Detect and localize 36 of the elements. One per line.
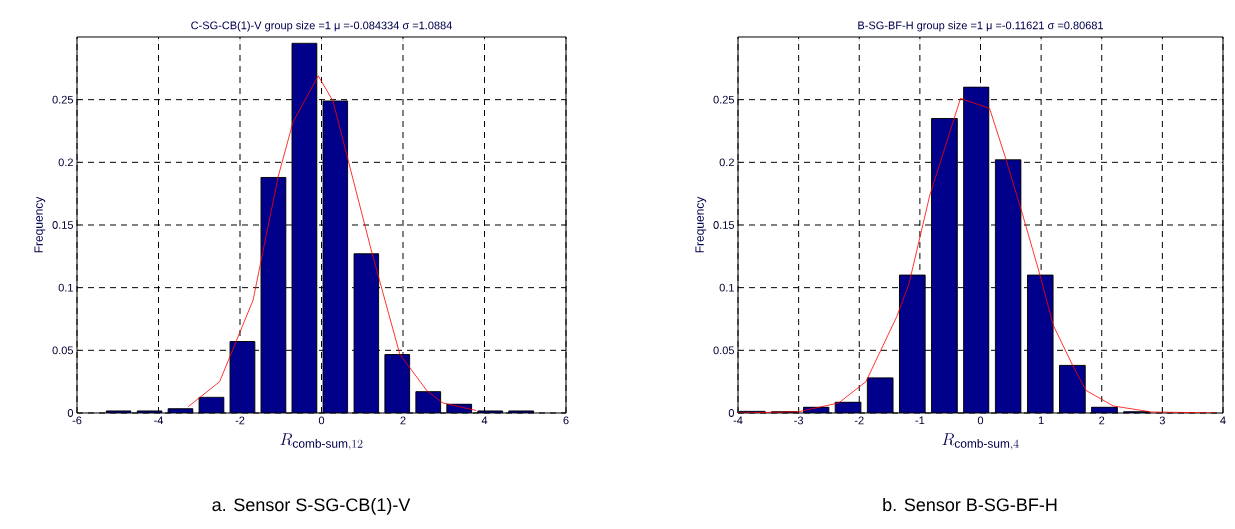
y-tick-label: 0 [728,409,735,417]
y-tick-label: 0 [67,409,74,417]
x-tick-label: 4 [1220,416,1226,425]
y-tick-label: 0.15 [713,221,734,229]
x-tick-label: 0 [318,416,325,425]
x-tick-label: -4 [154,416,164,425]
text: b. Sensor B-SG-BF-H [883,497,1057,512]
x-axis-title: $R_{\text{comb-sum},4}$ [942,433,1019,450]
x-tick-label: 2 [400,416,406,425]
x-tick-label: 3 [1159,416,1165,425]
x-tick-label: 0 [977,416,984,425]
y-tick-label: 0.1 [719,283,734,292]
x-tick-label: -2 [235,416,245,425]
y-tick-label: 0.25 [52,95,73,104]
y-axis-title: Frequency [34,196,46,253]
x-tick-label: 4 [481,416,488,425]
chart-title: B-SG-BF-H group size =1 μ =-0.11621 σ =0.80681 [858,21,1104,32]
y-tick-label: 0.25 [713,95,734,104]
y-tick-label: 0.1 [58,283,73,292]
x-axis-title: $R_{\text{comb-sum},12}$ [280,433,363,450]
chart-title: C-SG-CB(1)-V group size =1 μ =-0.084334 σ =1.0884 [191,21,452,32]
x-tick-label: -2 [854,416,864,425]
x-tick-label: -1 [915,416,925,425]
y-tick-label: 0.05 [713,346,734,355]
x-tick-label: 6 [563,416,569,425]
y-axis-title: Frequency [695,196,707,253]
x-tick-label: -6 [72,416,82,425]
y-tick-label: 0.2 [719,158,734,167]
y-tick-label: 0.05 [52,346,73,355]
text: a. Sensor S-SG-CB(1)-V [212,497,411,515]
x-tick-label: -3 [794,416,804,425]
x-tick-label: -4 [733,416,743,425]
x-tick-label: 1 [1038,416,1044,425]
y-tick-label: 0.2 [58,158,73,167]
x-tick-label: 2 [1099,416,1105,425]
y-tick-label: 0.15 [52,221,73,229]
